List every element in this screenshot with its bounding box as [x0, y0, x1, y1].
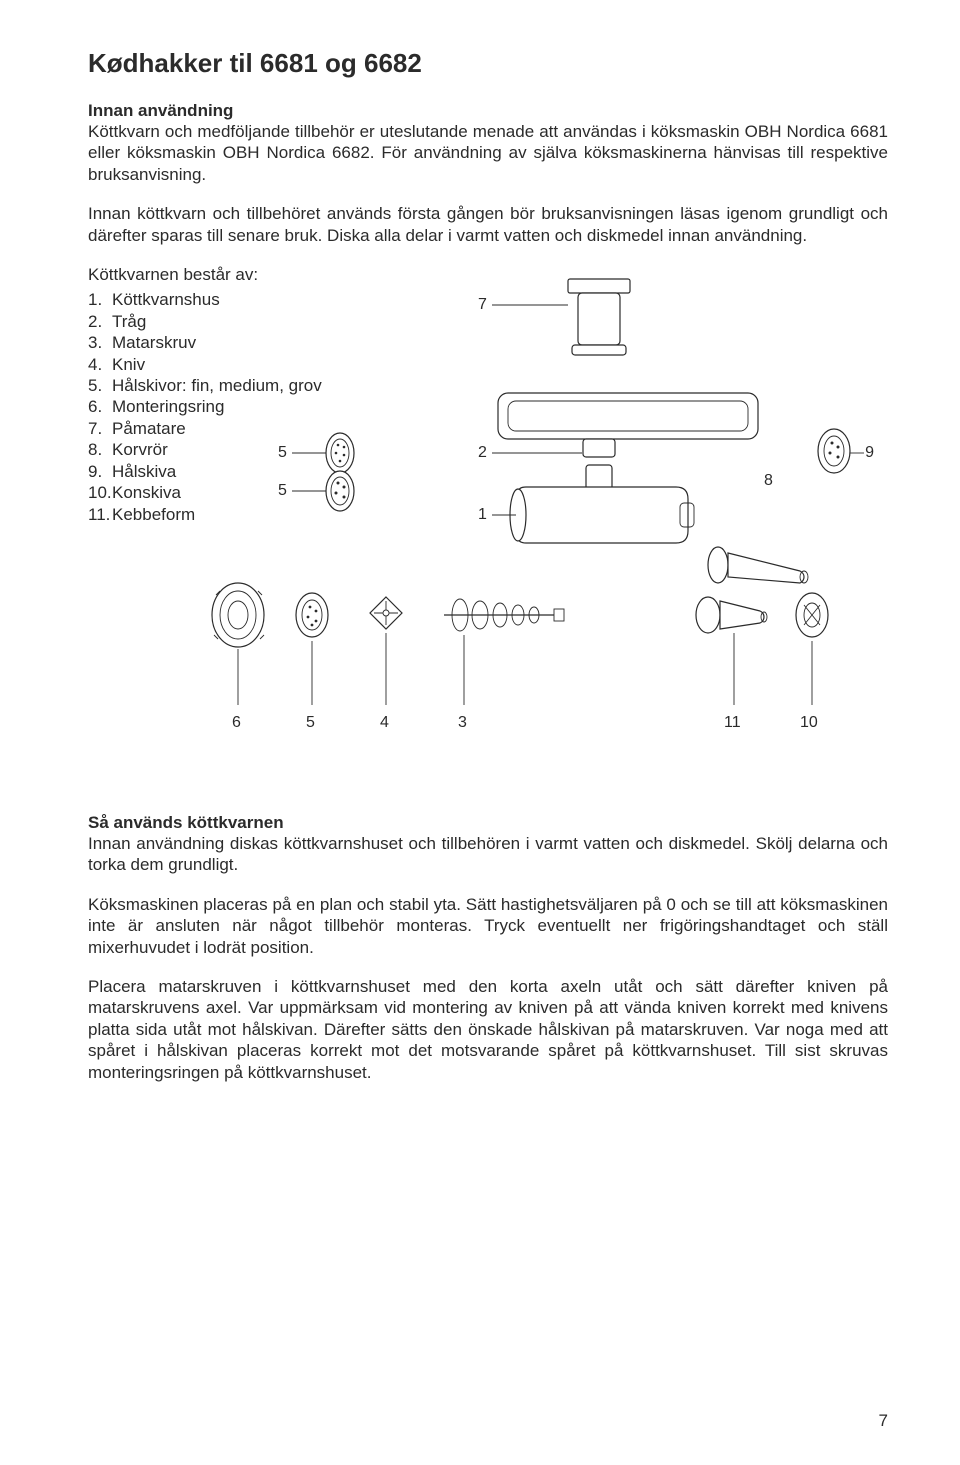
subhead-sa: Så används köttkvarnen: [88, 813, 888, 833]
subhead-innan: Innan användning: [88, 101, 888, 121]
para-sa-3: Placera matarskruven i köttkvarnshuset m…: [88, 976, 888, 1083]
part-disc-left-bottom: [326, 471, 354, 511]
para-innan-2: Innan köttkvarn och tillbehöret används …: [88, 203, 888, 246]
label-7: 7: [478, 296, 487, 313]
para-innan-1: Köttkvarn och medföljande tillbehör er u…: [88, 121, 888, 185]
para-sa-2: Köksmaskinen placeras på en plan och sta…: [88, 894, 888, 958]
part-disc-left-top: [326, 433, 354, 473]
exploded-diagram: 7 2: [88, 275, 888, 785]
part-cone-disc-10: [796, 593, 828, 637]
part-disc-9: [818, 429, 850, 473]
label-b11: 11: [724, 714, 741, 731]
part-disc-5c: [296, 593, 328, 637]
page-number: 7: [879, 1411, 888, 1431]
part-ring-6: [212, 583, 264, 647]
label-b10: 10: [800, 714, 818, 731]
diagram-svg: 7 2: [88, 275, 888, 785]
part-auger: [444, 599, 564, 631]
page-root: Kødhakker til 6681 og 6682 Innan användn…: [0, 0, 960, 1465]
label-b6: 6: [232, 714, 241, 731]
label-5a: 5: [278, 444, 287, 461]
label-b4: 4: [380, 714, 389, 731]
part-knife: [370, 597, 402, 629]
label-b5: 5: [306, 714, 315, 731]
part-pusher: [568, 279, 630, 355]
title: Kødhakker til 6681 og 6682: [88, 48, 888, 79]
label-b3: 3: [458, 714, 467, 731]
part-tray: [498, 393, 758, 457]
label-8: 8: [764, 472, 773, 489]
part-body: [510, 465, 694, 543]
label-9: 9: [865, 444, 874, 461]
part-kebbe: [696, 597, 767, 633]
para-sa-1: Innan användning diskas köttkvarnshuset …: [88, 833, 888, 876]
label-5b: 5: [278, 482, 287, 499]
label-2: 2: [478, 444, 487, 461]
part-sausage-tube: [708, 547, 808, 583]
label-1: 1: [478, 506, 487, 523]
